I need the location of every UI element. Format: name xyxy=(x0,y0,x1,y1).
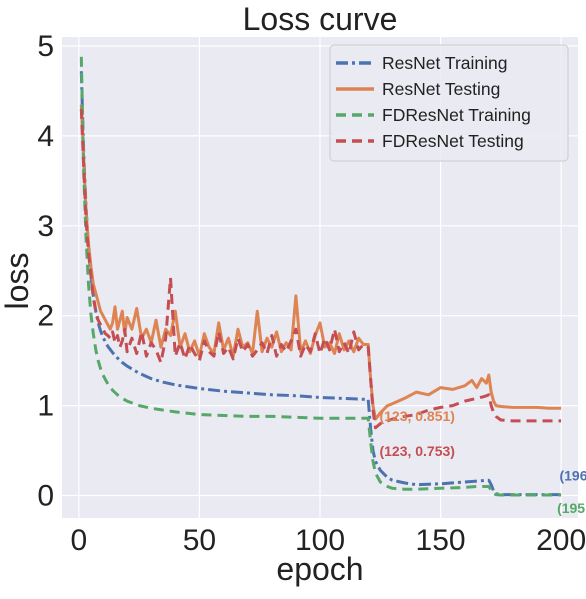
legend-label: FDResNet Testing xyxy=(382,131,524,151)
legend: ResNet Training ResNet Testing FDResNet Tr… xyxy=(329,44,569,162)
x-tick-label: 100 xyxy=(295,524,345,557)
y-tick-label: 4 xyxy=(37,120,54,153)
legend-label: FDResNet Training xyxy=(382,105,531,125)
annotations: (123, 0.851) (123, 0.753) (196, 0.01) (195,… xyxy=(379,408,586,516)
annotation-label: (195, 0.006) xyxy=(557,500,586,516)
series-line-fdresnet-training xyxy=(79,56,562,497)
chart-title: Loss curve xyxy=(243,1,398,37)
annotation-label: (196, 0.01) xyxy=(559,468,586,484)
x-tick-label: 50 xyxy=(183,524,216,557)
y-tick-label: 5 xyxy=(37,30,54,63)
y-tick-label: 0 xyxy=(37,480,54,513)
legend-label: ResNet Training xyxy=(382,53,507,73)
x-tick-label: 0 xyxy=(71,524,88,557)
y-tick-label: 1 xyxy=(37,390,54,423)
y-tick-label: 3 xyxy=(37,210,54,243)
series-line-fdresnet-testing xyxy=(79,108,562,430)
tick-labels: 0 50 100 150 200 0 1 2 3 4 5 xyxy=(37,30,586,557)
legend-box xyxy=(329,44,569,162)
legend-label: ResNet Testing xyxy=(382,79,500,99)
y-tick-label: 2 xyxy=(37,300,54,333)
annotation-label: (123, 0.851) xyxy=(379,408,455,424)
x-axis-label: epoch xyxy=(276,551,363,587)
series-line-resnet-training xyxy=(79,71,562,497)
x-tick-label: 200 xyxy=(536,524,586,557)
x-tick-label: 150 xyxy=(416,524,466,557)
annotation-label: (123, 0.753) xyxy=(379,443,455,459)
y-axis-label: loss xyxy=(0,253,35,310)
series-lines xyxy=(79,56,562,497)
